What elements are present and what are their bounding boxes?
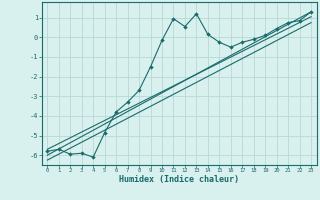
Point: [148, 65, 153, 68]
Point: [125, 101, 130, 104]
Point: [102, 131, 107, 134]
Point: [240, 41, 245, 44]
Point: [182, 25, 188, 28]
Point: [68, 153, 73, 156]
X-axis label: Humidex (Indice chaleur): Humidex (Indice chaleur): [119, 175, 239, 184]
Point: [137, 89, 142, 92]
Point: [194, 12, 199, 15]
Point: [263, 34, 268, 37]
Point: [251, 38, 256, 41]
Point: [217, 41, 222, 44]
Point: [79, 152, 84, 155]
Point: [285, 21, 291, 24]
Point: [45, 150, 50, 153]
Point: [91, 156, 96, 159]
Point: [297, 19, 302, 22]
Point: [114, 110, 119, 114]
Point: [159, 39, 164, 42]
Point: [205, 33, 211, 36]
Point: [56, 148, 61, 151]
Point: [228, 46, 233, 49]
Point: [308, 10, 314, 13]
Point: [171, 17, 176, 20]
Point: [274, 27, 279, 30]
